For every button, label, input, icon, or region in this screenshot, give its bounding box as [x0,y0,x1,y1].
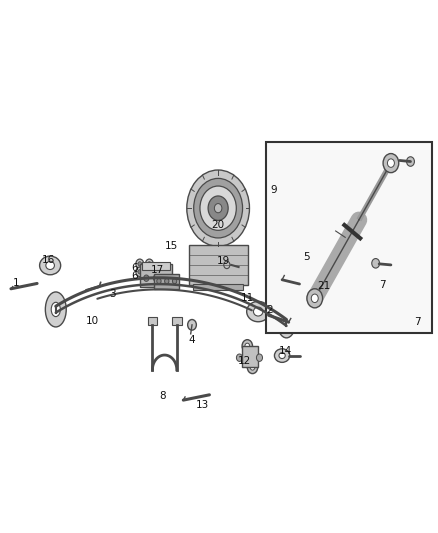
Text: 16: 16 [42,255,55,265]
Text: 10: 10 [86,316,99,326]
Circle shape [173,278,177,284]
Circle shape [157,278,161,284]
FancyBboxPatch shape [148,317,157,325]
FancyBboxPatch shape [172,317,182,325]
Ellipse shape [46,261,54,270]
Text: 4: 4 [188,335,195,345]
Bar [266,142,432,333]
Circle shape [153,275,159,281]
Text: 15: 15 [165,241,178,252]
Text: 11: 11 [240,293,254,303]
Ellipse shape [279,353,285,359]
Circle shape [383,154,399,173]
Ellipse shape [39,256,61,275]
Circle shape [148,262,151,266]
Text: 13: 13 [196,400,209,410]
Text: 20: 20 [212,220,225,230]
Circle shape [214,204,222,213]
Text: 3: 3 [109,289,116,299]
Text: 19: 19 [217,256,230,266]
Ellipse shape [51,302,60,317]
Circle shape [237,354,243,361]
Circle shape [138,270,141,274]
Circle shape [242,340,253,352]
Circle shape [245,343,250,349]
Circle shape [247,361,258,374]
Circle shape [136,259,144,269]
Bar [188,245,248,285]
Text: 12: 12 [238,356,251,366]
Circle shape [208,196,228,220]
Circle shape [224,261,230,269]
Circle shape [194,179,243,238]
Ellipse shape [247,301,270,322]
Circle shape [388,159,394,167]
Text: 1: 1 [12,278,19,288]
Text: 7: 7 [379,279,385,289]
Circle shape [406,157,414,166]
Text: 21: 21 [318,281,331,291]
Polygon shape [242,346,258,367]
Ellipse shape [283,317,290,329]
Circle shape [145,267,153,277]
Circle shape [372,259,380,268]
Circle shape [250,365,255,370]
Circle shape [136,267,144,277]
Circle shape [311,294,318,303]
Ellipse shape [46,292,66,327]
Text: 14: 14 [279,346,292,357]
Circle shape [144,275,149,281]
Circle shape [200,186,237,230]
Text: 5: 5 [303,252,309,262]
Bar [142,262,170,270]
Circle shape [165,278,169,284]
Bar [140,264,172,287]
Text: 8: 8 [159,391,166,401]
Text: 7: 7 [414,317,420,327]
Circle shape [187,319,196,330]
Circle shape [163,275,168,281]
Circle shape [145,259,153,269]
Text: 6: 6 [131,263,138,272]
Ellipse shape [277,308,296,338]
Text: 2: 2 [267,305,273,315]
Circle shape [187,170,250,246]
Circle shape [148,270,151,274]
Circle shape [256,354,262,361]
Circle shape [138,262,141,266]
Text: 6: 6 [131,271,138,280]
Ellipse shape [254,307,263,316]
Text: 9: 9 [270,184,277,195]
Circle shape [307,289,322,308]
Ellipse shape [275,349,290,362]
Bar [193,284,243,290]
Text: 17: 17 [151,265,164,275]
Bar [154,273,180,288]
